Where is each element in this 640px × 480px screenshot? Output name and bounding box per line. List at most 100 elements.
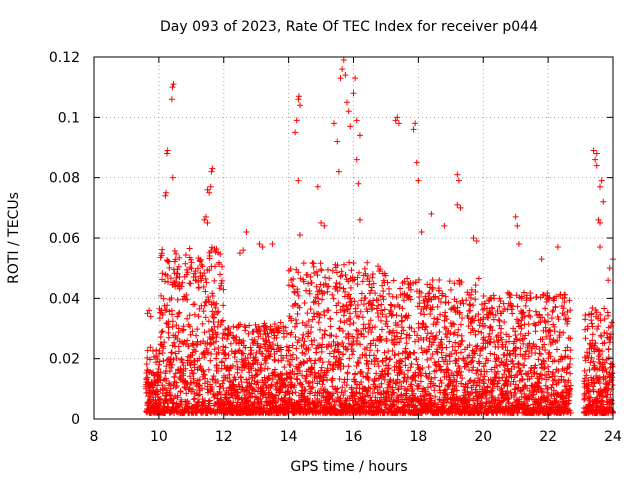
data-point xyxy=(167,275,174,282)
x-tick-label: 8 xyxy=(90,429,99,445)
data-point xyxy=(336,325,343,332)
data-point xyxy=(221,350,228,357)
data-point xyxy=(305,346,312,353)
data-point xyxy=(318,348,325,355)
data-point xyxy=(226,378,233,385)
data-point xyxy=(272,357,279,364)
data-point xyxy=(544,311,551,318)
data-point xyxy=(209,376,216,383)
data-point xyxy=(202,288,209,295)
data-point xyxy=(301,359,308,366)
data-point xyxy=(293,345,300,352)
data-point xyxy=(447,286,454,293)
data-point xyxy=(143,360,150,367)
data-point xyxy=(226,371,233,378)
data-point xyxy=(299,383,306,390)
data-point xyxy=(215,349,222,356)
data-point xyxy=(289,342,296,349)
data-point xyxy=(300,331,307,338)
data-point xyxy=(221,331,228,338)
data-point xyxy=(288,317,295,324)
data-point xyxy=(357,308,364,315)
data-point xyxy=(183,390,190,397)
data-point xyxy=(201,302,208,309)
data-point xyxy=(212,304,219,311)
data-point xyxy=(156,374,163,381)
data-point xyxy=(341,261,348,268)
data-point xyxy=(508,306,515,313)
data-point xyxy=(312,298,319,305)
data-point xyxy=(268,345,275,352)
data-point xyxy=(161,403,168,410)
data-point xyxy=(352,75,359,82)
x-tick-label: 14 xyxy=(280,429,298,445)
data-point xyxy=(266,339,273,346)
data-point xyxy=(512,213,519,220)
data-point xyxy=(188,259,195,266)
data-point xyxy=(349,351,356,358)
data-point xyxy=(545,363,552,370)
data-point xyxy=(400,378,407,385)
data-point xyxy=(598,177,605,184)
data-point xyxy=(222,355,229,362)
data-point xyxy=(329,291,336,298)
data-point xyxy=(556,329,563,336)
data-point xyxy=(149,347,156,354)
data-point xyxy=(170,395,177,402)
data-point xyxy=(159,246,166,253)
data-point xyxy=(342,388,349,395)
x-tick-label: 12 xyxy=(215,429,233,445)
data-point xyxy=(211,277,218,284)
data-point xyxy=(590,147,597,154)
data-point xyxy=(158,250,165,257)
data-point xyxy=(166,264,173,271)
data-point xyxy=(193,332,200,339)
data-point xyxy=(395,120,402,127)
data-point xyxy=(336,281,343,288)
data-point xyxy=(274,342,281,349)
data-point xyxy=(359,314,366,321)
data-point xyxy=(175,348,182,355)
data-point xyxy=(256,325,263,332)
data-point xyxy=(201,329,208,336)
data-point xyxy=(256,241,263,248)
data-point xyxy=(395,386,402,393)
data-point xyxy=(487,350,494,357)
data-point xyxy=(328,332,335,339)
data-point xyxy=(310,299,317,306)
data-point xyxy=(169,318,176,325)
data-point xyxy=(554,244,561,251)
data-point xyxy=(147,368,154,375)
data-point xyxy=(300,278,307,285)
data-point xyxy=(335,300,342,307)
data-point xyxy=(344,306,351,313)
data-point xyxy=(277,319,284,326)
data-point xyxy=(197,256,204,263)
data-point xyxy=(213,362,220,369)
data-point xyxy=(336,325,343,332)
data-point xyxy=(593,162,600,169)
data-point xyxy=(324,376,331,383)
data-point xyxy=(333,386,340,393)
data-point xyxy=(541,341,548,348)
data-point xyxy=(496,317,503,324)
data-point xyxy=(209,290,216,297)
data-point xyxy=(311,313,318,320)
data-point xyxy=(232,349,239,356)
data-point xyxy=(159,382,166,389)
data-point xyxy=(313,283,320,290)
data-point xyxy=(207,357,214,364)
data-point xyxy=(272,372,279,379)
data-point xyxy=(305,280,312,287)
data-point xyxy=(185,343,192,350)
data-point xyxy=(252,354,259,361)
data-point xyxy=(174,313,181,320)
data-point xyxy=(173,379,180,386)
data-point xyxy=(159,270,166,277)
data-point xyxy=(596,347,603,354)
data-point xyxy=(206,397,213,404)
data-point xyxy=(180,362,187,369)
data-point xyxy=(356,389,363,396)
data-point xyxy=(303,322,310,329)
data-point xyxy=(199,385,206,392)
